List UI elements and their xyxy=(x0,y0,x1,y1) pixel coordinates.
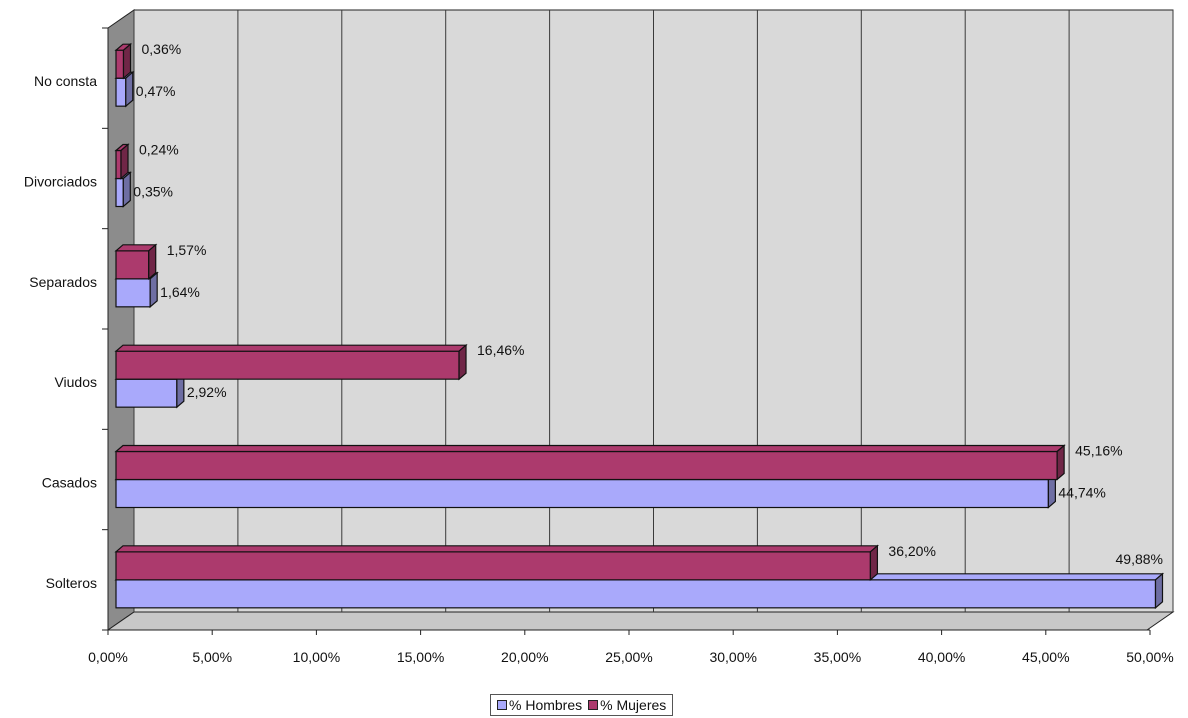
category-label: Separados xyxy=(29,274,97,290)
data-label-hombres: 0,47% xyxy=(136,83,176,99)
data-label-hombres: 44,74% xyxy=(1058,485,1105,501)
category-label: No consta xyxy=(34,73,97,89)
data-label-hombres: 2,92% xyxy=(187,384,227,400)
x-tick-label: 20,00% xyxy=(501,649,548,665)
x-tick-label: 50,00% xyxy=(1126,649,1173,665)
data-label-hombres: 49,88% xyxy=(1116,551,1163,567)
category-label: Viudos xyxy=(54,374,97,390)
category-label: Divorciados xyxy=(24,174,97,190)
bar-mujeres-side xyxy=(1056,444,1065,481)
x-tick-label: 15,00% xyxy=(397,649,444,665)
chart-axes: 0,00% 5,00% 10,00% 15,00% 20,00% 25,00% 30,00%… xyxy=(88,27,1174,665)
bar-mujeres-top xyxy=(114,444,1066,453)
category-label: Solteros xyxy=(46,575,97,591)
chart-bars xyxy=(114,42,1165,610)
bar-hombres-front xyxy=(115,478,1049,509)
data-label-mujeres: 36,20% xyxy=(888,543,935,559)
category-label: Casados xyxy=(42,475,97,491)
bar-hombres-front xyxy=(115,177,124,208)
x-tick-label: 30,00% xyxy=(709,649,756,665)
x-tick-label: 5,00% xyxy=(192,649,232,665)
bar-mujeres-front xyxy=(115,49,125,79)
bar-mujeres xyxy=(114,444,1066,481)
bar-mujeres xyxy=(114,343,468,381)
chart-gridlines xyxy=(133,10,1174,612)
chart-legend: % Hombres % Mujeres xyxy=(490,694,674,716)
bar-mujeres-top xyxy=(114,545,880,553)
data-label-hombres: 1,64% xyxy=(160,284,200,300)
bar-hombres-side xyxy=(125,70,134,108)
bar-mujeres-side xyxy=(458,343,467,381)
bar-mujeres-side xyxy=(869,544,879,582)
x-tick-label: 40,00% xyxy=(918,649,965,665)
bar-hombres-side xyxy=(149,271,158,309)
bar-mujeres-front xyxy=(115,350,460,380)
data-label-mujeres: 0,36% xyxy=(142,41,182,57)
floor xyxy=(106,611,1175,631)
bar-mujeres-side xyxy=(120,143,129,180)
bar-mujeres-top xyxy=(114,344,468,352)
bar-mujeres xyxy=(114,143,130,180)
bar-hombres-front xyxy=(115,77,127,107)
chart-walls xyxy=(106,9,1175,631)
legend-item-hombres: % Hombres xyxy=(497,697,582,713)
bar-hombres-side xyxy=(122,171,131,208)
data-label-mujeres: 45,16% xyxy=(1075,443,1122,459)
bar-hombres-front xyxy=(115,579,1157,609)
chart-labels: Solteros 36,20% 49,88% Casados 45,16% 44,74% V… xyxy=(24,41,1163,591)
bar-hombres-front xyxy=(115,378,178,408)
bar-mujeres xyxy=(114,544,880,582)
data-label-mujeres: 0,24% xyxy=(139,142,179,158)
legend-label-mujeres: % Mujeres xyxy=(600,697,667,713)
bar-mujeres-front xyxy=(115,250,150,280)
data-label-mujeres: 1,57% xyxy=(167,242,207,258)
x-tick-label: 25,00% xyxy=(605,649,652,665)
data-label-hombres: 0,35% xyxy=(133,184,173,200)
bar-hombres-front xyxy=(115,278,151,308)
bar-mujeres-front xyxy=(115,450,1058,481)
legend-swatch-mujeres xyxy=(588,700,599,710)
bar-mujeres-side xyxy=(122,42,132,80)
legend-label-hombres: % Hombres xyxy=(509,697,583,713)
bar-mujeres-front xyxy=(115,149,122,180)
bar-mujeres xyxy=(114,243,158,281)
x-tick-label: 45,00% xyxy=(1022,649,1069,665)
x-tick-label: 35,00% xyxy=(814,649,861,665)
x-tick-label: 0,00% xyxy=(88,649,128,665)
legend-swatch-hombres xyxy=(497,700,507,710)
legend-item-mujeres: % Mujeres xyxy=(588,697,666,713)
bar-mujeres xyxy=(114,42,133,80)
bar-hombres-side xyxy=(1154,572,1164,610)
bar-mujeres-front xyxy=(115,551,872,581)
data-label-mujeres: 16,46% xyxy=(477,342,524,358)
bar-mujeres-side xyxy=(148,243,157,281)
x-tick-label: 10,00% xyxy=(293,649,340,665)
